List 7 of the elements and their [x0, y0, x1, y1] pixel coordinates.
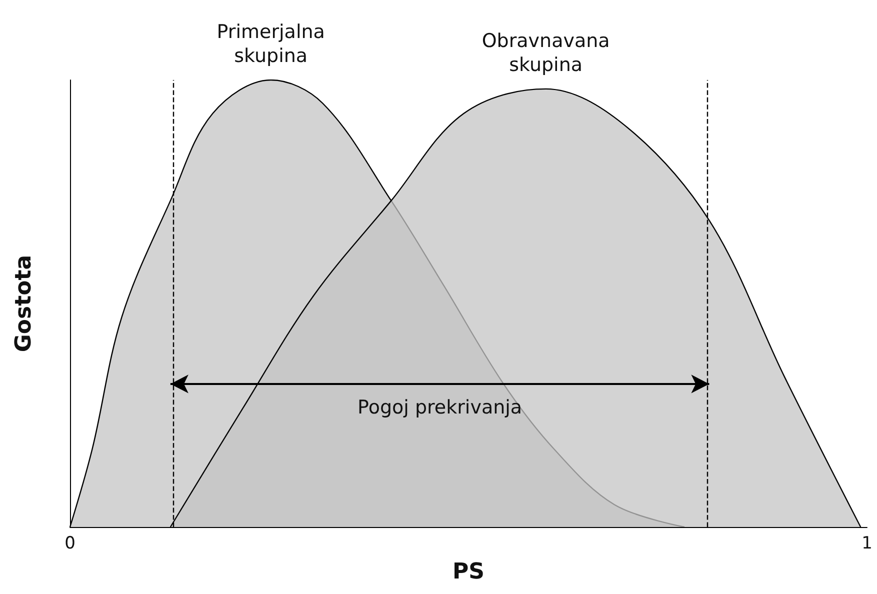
x-tick-label: 1: [862, 534, 872, 554]
y-axis-title: Gostota: [12, 254, 36, 352]
series-label: Obravnavana skupina: [482, 30, 610, 76]
annotation: Pogoj prekrivanja: [358, 396, 522, 418]
x-tick-label: 0: [64, 534, 76, 554]
x-axis-title: PS: [452, 560, 484, 584]
series-label: Primerjalna skupina: [216, 21, 325, 67]
